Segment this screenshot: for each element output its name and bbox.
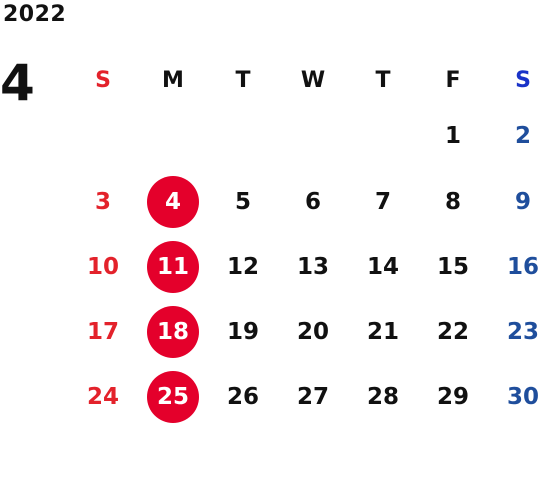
calendar-grid: S M T W T F S 1 2 3 4 5 6 7 8 9 10 11 12 13 14 15 16 17 1… [68,58,548,429]
day-cell: 22 [418,299,488,364]
day-number: 6 [304,188,321,215]
day-number: 7 [374,188,391,215]
day-number: 10 [86,253,119,280]
day-cell: 10 [68,234,138,299]
day-number: 27 [296,383,329,410]
day-number: 2 [514,123,531,149]
highlighted-day-number: 25 [147,370,199,423]
day-cell: 15 [418,234,488,299]
day-number: 14 [366,253,399,280]
day-cell: 3 [68,169,138,234]
day-cell: 11 [138,234,208,299]
day-cell: 2 [488,103,548,169]
day-number: 9 [514,188,531,215]
weekday-tuesday: T [235,68,251,93]
day-cell: 21 [348,299,418,364]
day-cell: 24 [68,364,138,429]
day-number: 23 [506,318,539,345]
day-number: 17 [86,318,119,345]
weekday-friday: F [445,68,461,93]
empty-day-cell [138,103,208,169]
weekday-thursday: T [375,68,391,93]
day-cell: 4 [138,169,208,234]
day-number: 29 [436,383,469,410]
day-cell: 26 [208,364,278,429]
day-cell: 17 [68,299,138,364]
day-number: 3 [94,188,111,215]
day-number: 1 [444,123,461,149]
weekday-sunday: S [95,68,111,93]
weekday-monday: M [162,68,184,93]
day-cell: 12 [208,234,278,299]
day-cell: 7 [348,169,418,234]
empty-day-cell [348,103,418,169]
day-number: 5 [234,188,251,215]
day-number: 26 [226,383,259,410]
month-number: 4 [0,54,35,112]
day-number: 15 [436,253,469,280]
day-cell: 23 [488,299,548,364]
day-number: 24 [86,383,119,410]
empty-day-cell [278,103,348,169]
day-number: 8 [444,188,461,215]
day-number: 13 [296,253,329,280]
day-cell: 18 [138,299,208,364]
day-cell: 8 [418,169,488,234]
weekday-saturday: S [515,68,531,93]
weekday-wednesday: W [300,68,326,93]
empty-day-cell [68,103,138,169]
year-label: 2022 [3,2,67,27]
day-number: 12 [226,253,259,280]
highlighted-day-number: 4 [147,175,199,228]
day-number: 30 [506,383,539,410]
day-cell: 6 [278,169,348,234]
day-cell: 27 [278,364,348,429]
day-cell: 1 [418,103,488,169]
day-number: 22 [436,318,469,345]
day-number: 20 [296,318,329,345]
day-cell: 20 [278,299,348,364]
day-number: 28 [366,383,399,410]
day-cell: 14 [348,234,418,299]
day-cell: 9 [488,169,548,234]
highlighted-day-number: 11 [147,240,199,293]
day-number: 19 [226,318,259,345]
day-cell: 28 [348,364,418,429]
day-cell: 16 [488,234,548,299]
day-cell: 19 [208,299,278,364]
day-cell: 5 [208,169,278,234]
day-cell: 13 [278,234,348,299]
day-cell: 29 [418,364,488,429]
day-cell: 30 [488,364,548,429]
highlighted-day-number: 18 [147,305,199,358]
day-number: 16 [506,253,539,280]
day-cell: 25 [138,364,208,429]
day-number: 21 [366,318,399,345]
empty-day-cell [208,103,278,169]
